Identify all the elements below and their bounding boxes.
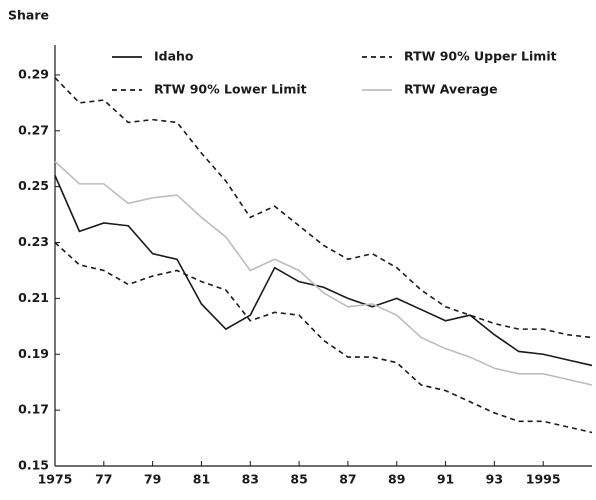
legend-label: Idaho xyxy=(154,49,194,64)
series-line xyxy=(54,77,593,339)
x-tick-label: 1995 xyxy=(526,472,561,487)
y-tick-label: 0.23 xyxy=(18,234,49,249)
x-tick-label: 79 xyxy=(144,472,161,487)
y-tick-label: 0.29 xyxy=(18,66,49,81)
x-tick-label: 77 xyxy=(95,472,112,487)
x-tick-label: 81 xyxy=(193,472,210,487)
y-tick-label: 0.27 xyxy=(18,122,49,137)
legend-label: RTW Average xyxy=(404,82,498,97)
y-tick-label: 0.25 xyxy=(18,178,49,193)
x-tick-label: 1975 xyxy=(38,472,73,487)
x-tick-label: 85 xyxy=(290,472,307,487)
legend-label: RTW 90% Lower Limit xyxy=(154,82,307,97)
y-tick-label: 0.17 xyxy=(18,402,49,417)
y-tick-label: 0.19 xyxy=(18,346,49,361)
x-tick-label: 91 xyxy=(437,472,454,487)
series-line xyxy=(54,241,593,434)
y-tick-label: 0.21 xyxy=(18,290,49,305)
x-tick-label: 93 xyxy=(486,472,503,487)
series-line xyxy=(54,160,593,386)
y-axis-label: Share xyxy=(8,8,49,23)
series-line xyxy=(54,175,593,367)
legend-label: RTW 90% Upper Limit xyxy=(404,49,557,64)
x-tick-label: 87 xyxy=(339,472,356,487)
x-tick-label: 83 xyxy=(242,472,259,487)
x-tick-label: 89 xyxy=(388,472,405,487)
y-tick-label: 0.15 xyxy=(18,458,49,473)
